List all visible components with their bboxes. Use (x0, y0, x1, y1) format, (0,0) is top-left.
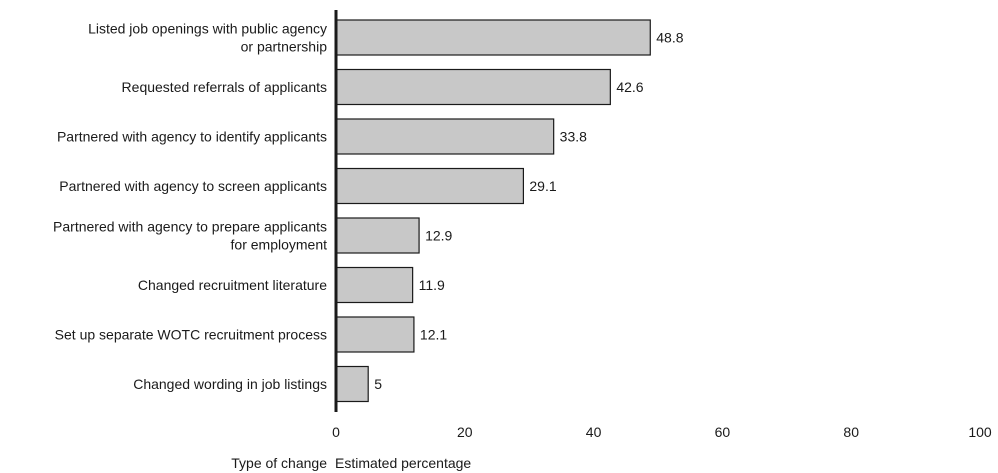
value-label-1: 48.8 (656, 30, 683, 46)
category-label-1: Listed job openings with public agency or… (88, 21, 327, 55)
category-label-6: Changed recruitment literature (138, 277, 327, 293)
x-tick-label-80: 80 (843, 424, 859, 440)
category-label-2: Requested referrals of applicants (122, 79, 327, 95)
category-label-7: Set up separate WOTC recruitment process (55, 327, 327, 343)
category-axis-label: Type of change (231, 455, 327, 471)
bar-4 (335, 167, 525, 205)
x-tick-labels-group: 0 20 40 60 80 100 (332, 424, 992, 440)
category-label-5: Partnered with agency to prepare applica… (53, 219, 327, 253)
value-axis-label: Estimated percentage (335, 455, 471, 471)
value-label-2: 42.6 (616, 79, 643, 95)
category-label-8: Changed wording in job listings (133, 376, 327, 392)
value-label-7: 12.1 (420, 327, 447, 343)
value-label-5: 12.9 (425, 228, 452, 244)
category-labels-group: Listed job openings with public agency or… (53, 21, 327, 393)
bars-group (335, 19, 651, 403)
x-tick-label-40: 40 (586, 424, 602, 440)
value-label-4: 29.1 (529, 178, 556, 194)
value-label-8: 5 (374, 376, 382, 392)
value-label-3: 33.8 (560, 129, 587, 145)
bar-3 (335, 118, 555, 155)
bar-7 (335, 316, 415, 353)
bar-6 (335, 266, 414, 304)
x-tick-label-0: 0 (332, 424, 340, 440)
value-label-6: 11.9 (419, 277, 445, 293)
value-labels-group: 48.8 42.6 33.8 29.1 12.9 11.9 12.1 5 (374, 30, 684, 393)
bar-5 (335, 217, 420, 254)
category-label-3: Partnered with agency to identify applic… (57, 129, 327, 145)
bar-2 (335, 68, 611, 106)
category-label-4: Partnered with agency to screen applican… (59, 178, 327, 194)
x-tick-label-20: 20 (457, 424, 473, 440)
x-tick-label-100: 100 (968, 424, 992, 440)
bar-1 (335, 19, 651, 56)
bar-8 (335, 365, 369, 403)
x-tick-label-60: 60 (715, 424, 731, 440)
